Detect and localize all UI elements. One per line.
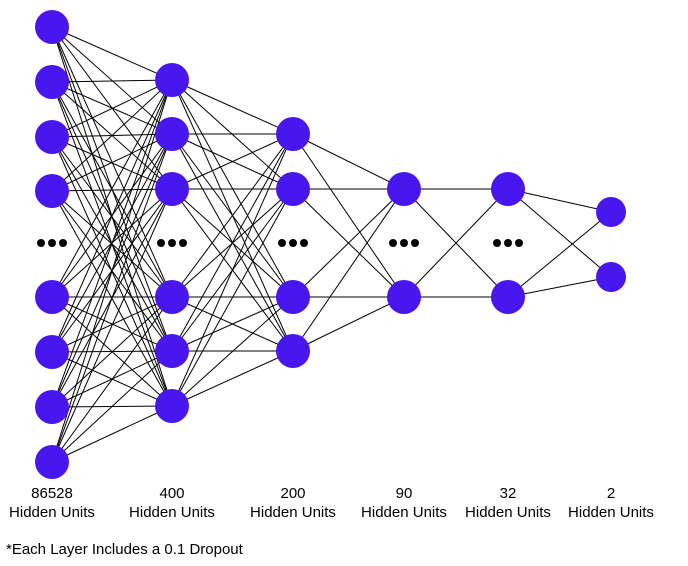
network-edge <box>51 296 173 408</box>
layer-label-6: 2 Hidden Units <box>541 484 681 522</box>
network-node <box>35 390 69 424</box>
network-node <box>155 280 189 314</box>
network-edge <box>292 188 405 352</box>
layer-units: 32 <box>499 485 517 502</box>
network-edge <box>51 79 173 463</box>
network-edge <box>171 133 294 352</box>
network-edge <box>171 188 294 407</box>
layer-label-1: 86528 Hidden Units <box>0 484 122 522</box>
layer-sublabel: Hidden Units <box>9 504 95 521</box>
network-edge <box>507 188 612 213</box>
network-edge <box>292 188 405 298</box>
network-node <box>491 280 525 314</box>
layer-label-3: 200 Hidden Units <box>223 484 363 522</box>
network-edge <box>51 133 173 463</box>
network-node <box>35 445 69 479</box>
network-edge <box>292 133 405 298</box>
network-node <box>35 335 69 369</box>
network-node <box>155 389 189 423</box>
network-node <box>387 172 421 206</box>
network-edge <box>51 296 173 463</box>
layer-units: 2 <box>606 485 616 502</box>
layer-units: 90 <box>395 485 413 502</box>
ellipsis-dot <box>37 239 45 247</box>
network-edge <box>403 188 509 298</box>
network-edge <box>171 296 294 352</box>
layer-units: 200 <box>280 485 306 502</box>
network-node <box>155 117 189 151</box>
ellipsis-dot <box>59 239 67 247</box>
layer-sublabel: Hidden Units <box>465 504 551 521</box>
network-node <box>35 65 69 99</box>
network-edge <box>51 79 173 192</box>
network-node <box>596 197 626 227</box>
network-edge <box>51 350 173 463</box>
network-node <box>35 174 69 208</box>
layer-sublabel: Hidden Units <box>361 504 447 521</box>
ellipsis-dot <box>411 239 419 247</box>
network-node <box>596 262 626 292</box>
network-edge <box>51 79 173 138</box>
network-edge <box>51 405 173 463</box>
network-edge <box>171 133 294 190</box>
network-edge <box>51 79 173 408</box>
network-edge <box>51 79 173 83</box>
ellipsis-dot <box>389 239 397 247</box>
network-edge <box>171 133 294 407</box>
network-edge <box>507 211 612 298</box>
layer-units: 86528 <box>31 485 73 502</box>
network-edge <box>51 26 173 81</box>
ellipsis-dot <box>157 239 165 247</box>
network-node <box>155 334 189 368</box>
layer-label-2: 400 Hidden Units <box>102 484 242 522</box>
layer-units: 400 <box>159 485 185 502</box>
ellipsis-dot <box>168 239 176 247</box>
network-edge <box>292 133 405 190</box>
network-edge <box>171 133 294 298</box>
ellipsis-dot <box>289 239 297 247</box>
ellipsis-dot <box>400 239 408 247</box>
network-node <box>35 280 69 314</box>
ellipsis-dot <box>504 239 512 247</box>
ellipsis-dot <box>300 239 308 247</box>
ellipsis-dot <box>179 239 187 247</box>
network-edge <box>51 79 173 298</box>
layer-label-4: 90 Hidden Units <box>334 484 474 522</box>
network-node <box>155 63 189 97</box>
ellipsis-dot <box>515 239 523 247</box>
ellipsis-dot <box>278 239 286 247</box>
network-edge <box>51 188 173 463</box>
ellipsis-dot <box>493 239 501 247</box>
layer-sublabel: Hidden Units <box>568 504 654 521</box>
network-node <box>35 120 69 154</box>
network-node <box>387 280 421 314</box>
network-node <box>276 117 310 151</box>
network-edge <box>171 350 294 407</box>
layer-sublabel: Hidden Units <box>250 504 336 521</box>
network-edge <box>507 276 612 298</box>
network-node <box>276 334 310 368</box>
ellipsis-dot <box>48 239 56 247</box>
dropout-footnote: *Each Layer Includes a 0.1 Dropout <box>6 541 243 558</box>
network-edge <box>507 188 612 278</box>
network-node <box>155 172 189 206</box>
layer-sublabel: Hidden Units <box>129 504 215 521</box>
network-node <box>35 10 69 44</box>
network-node <box>276 280 310 314</box>
network-edge <box>292 296 405 352</box>
network-edge <box>51 79 173 353</box>
layer-label-5: 32 Hidden Units <box>438 484 578 522</box>
network-edge <box>171 79 294 135</box>
network-node <box>276 172 310 206</box>
network-edge <box>171 296 294 407</box>
network-node <box>491 172 525 206</box>
